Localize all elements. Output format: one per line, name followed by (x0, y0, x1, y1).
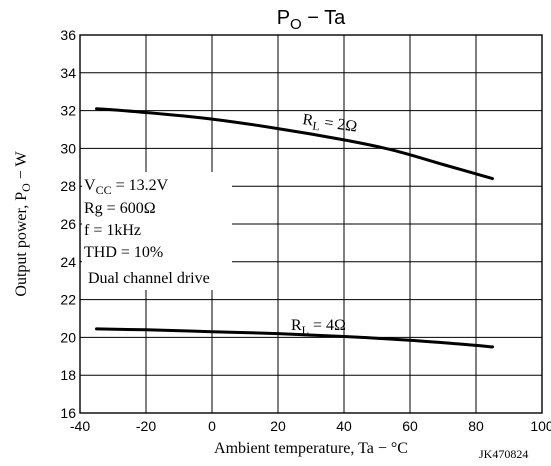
y-tick-label: 22 (60, 292, 76, 308)
condition-rg: Rg = 600Ω (84, 200, 156, 217)
series-line-rl2 (95, 107, 494, 181)
plot-frame (79, 34, 543, 414)
condition-thd: THD = 10% (84, 244, 163, 261)
x-tick-label: 40 (336, 418, 352, 434)
y-tick-labels: 16 18 20 22 24 26 28 30 32 34 36 (60, 27, 76, 421)
y-tick-label: 30 (60, 140, 76, 156)
series-label-rl4: RL = 4Ω (291, 317, 346, 337)
y-tick-label: 32 (60, 103, 76, 119)
y-tick-label: 18 (60, 367, 76, 383)
y-tick-label: 24 (60, 254, 76, 270)
conditions-block: VCC = 13.2V Rg = 600Ω f = 1kHz THD = 10%… (82, 172, 232, 290)
x-tick-label: 0 (208, 418, 216, 434)
data-series (95, 107, 494, 349)
x-tick-label: 80 (468, 418, 484, 434)
x-tick-label: -20 (136, 418, 156, 434)
y-tick-label: 20 (60, 329, 76, 345)
x-tick-label: -40 (70, 418, 90, 434)
y-tick-label: 34 (60, 65, 76, 81)
series-label-rl2: RL = 2Ω (301, 111, 358, 138)
condition-drive: Dual channel drive (88, 270, 210, 287)
y-axis-label: Output power, PO − W (13, 151, 33, 297)
condition-frequency: f = 1kHz (84, 222, 141, 239)
x-axis-label: Ambient temperature, Ta − °C (214, 440, 408, 457)
conditions-background (82, 172, 232, 290)
document-code: JK470824 (479, 447, 528, 461)
x-tick-label: 20 (270, 418, 286, 434)
x-tick-label: 100 (530, 418, 551, 434)
y-tick-label: 26 (60, 216, 76, 232)
condition-vcc: VCC = 13.2V (84, 177, 169, 197)
x-tick-label: 60 (402, 418, 418, 434)
series-line-rl4 (95, 327, 494, 349)
y-tick-label: 36 (60, 27, 76, 43)
y-tick-label: 16 (60, 405, 76, 421)
y-tick-label: 28 (60, 178, 76, 194)
x-tick-labels: -40 -20 0 20 40 60 80 100 (70, 418, 551, 434)
chart-title: PO − Ta (277, 7, 346, 33)
